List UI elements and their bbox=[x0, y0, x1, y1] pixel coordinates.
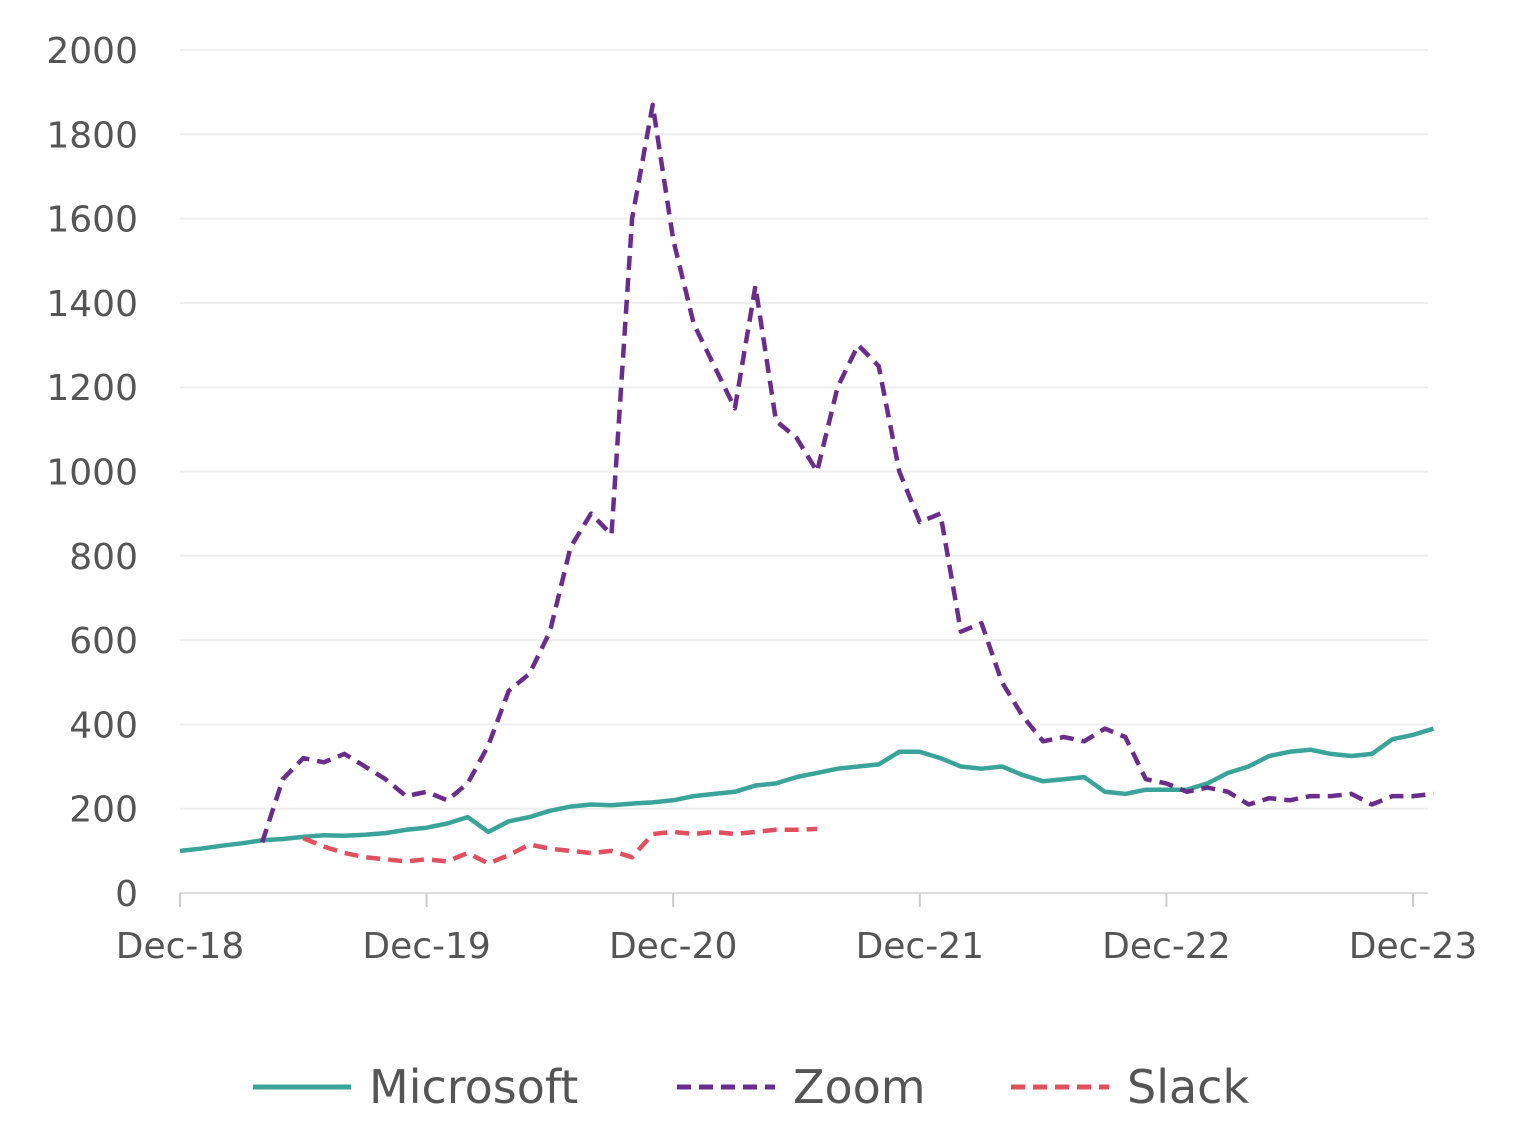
series-line-microsoft bbox=[179, 726, 1435, 854]
y-tick-label: 1000 bbox=[46, 453, 138, 494]
legend-item-zoom: Zoom bbox=[677, 1060, 926, 1114]
legend-label-microsoft: Microsoft bbox=[369, 1060, 578, 1114]
series-line-zoom bbox=[260, 102, 1434, 844]
y-tick-label: 600 bbox=[69, 621, 138, 662]
x-tick-label: Dec-23 bbox=[1349, 926, 1477, 967]
x-tick-label: Dec-21 bbox=[856, 926, 984, 967]
legend-item-microsoft: Microsoft bbox=[253, 1060, 578, 1114]
y-tick-label: 2000 bbox=[46, 31, 138, 72]
legend-label-zoom: Zoom bbox=[793, 1060, 926, 1114]
x-tick-label: Dec-18 bbox=[116, 926, 244, 967]
y-tick-label: 0 bbox=[115, 874, 138, 915]
series-line-slack bbox=[302, 826, 818, 866]
y-tick-label: 1200 bbox=[46, 368, 138, 409]
y-tick-label: 800 bbox=[69, 537, 138, 578]
x-tick-labels: Dec-18 Dec-19 Dec-20 Dec-21 Dec-22 Dec-23 bbox=[116, 926, 1477, 967]
x-tick-label: Dec-19 bbox=[362, 926, 490, 967]
x-tick-label: Dec-20 bbox=[609, 926, 737, 967]
grid bbox=[180, 49, 1428, 810]
legend-label-slack: Slack bbox=[1127, 1060, 1249, 1114]
x-axis bbox=[179, 892, 1428, 907]
y-axis: 0 200 400 600 800 1000 1200 1400 1600 1800 2000 bbox=[46, 31, 138, 915]
y-tick-label: 400 bbox=[69, 705, 138, 746]
legend: Microsoft Zoom Slack bbox=[253, 1060, 1249, 1114]
y-tick-label: 1400 bbox=[46, 284, 138, 325]
legend-item-slack: Slack bbox=[1011, 1060, 1249, 1114]
y-tick-label: 200 bbox=[69, 790, 138, 831]
x-tick-label: Dec-22 bbox=[1102, 926, 1230, 967]
series bbox=[179, 102, 1435, 866]
y-tick-label: 1800 bbox=[46, 115, 138, 156]
y-tick-label: 1600 bbox=[46, 200, 138, 241]
